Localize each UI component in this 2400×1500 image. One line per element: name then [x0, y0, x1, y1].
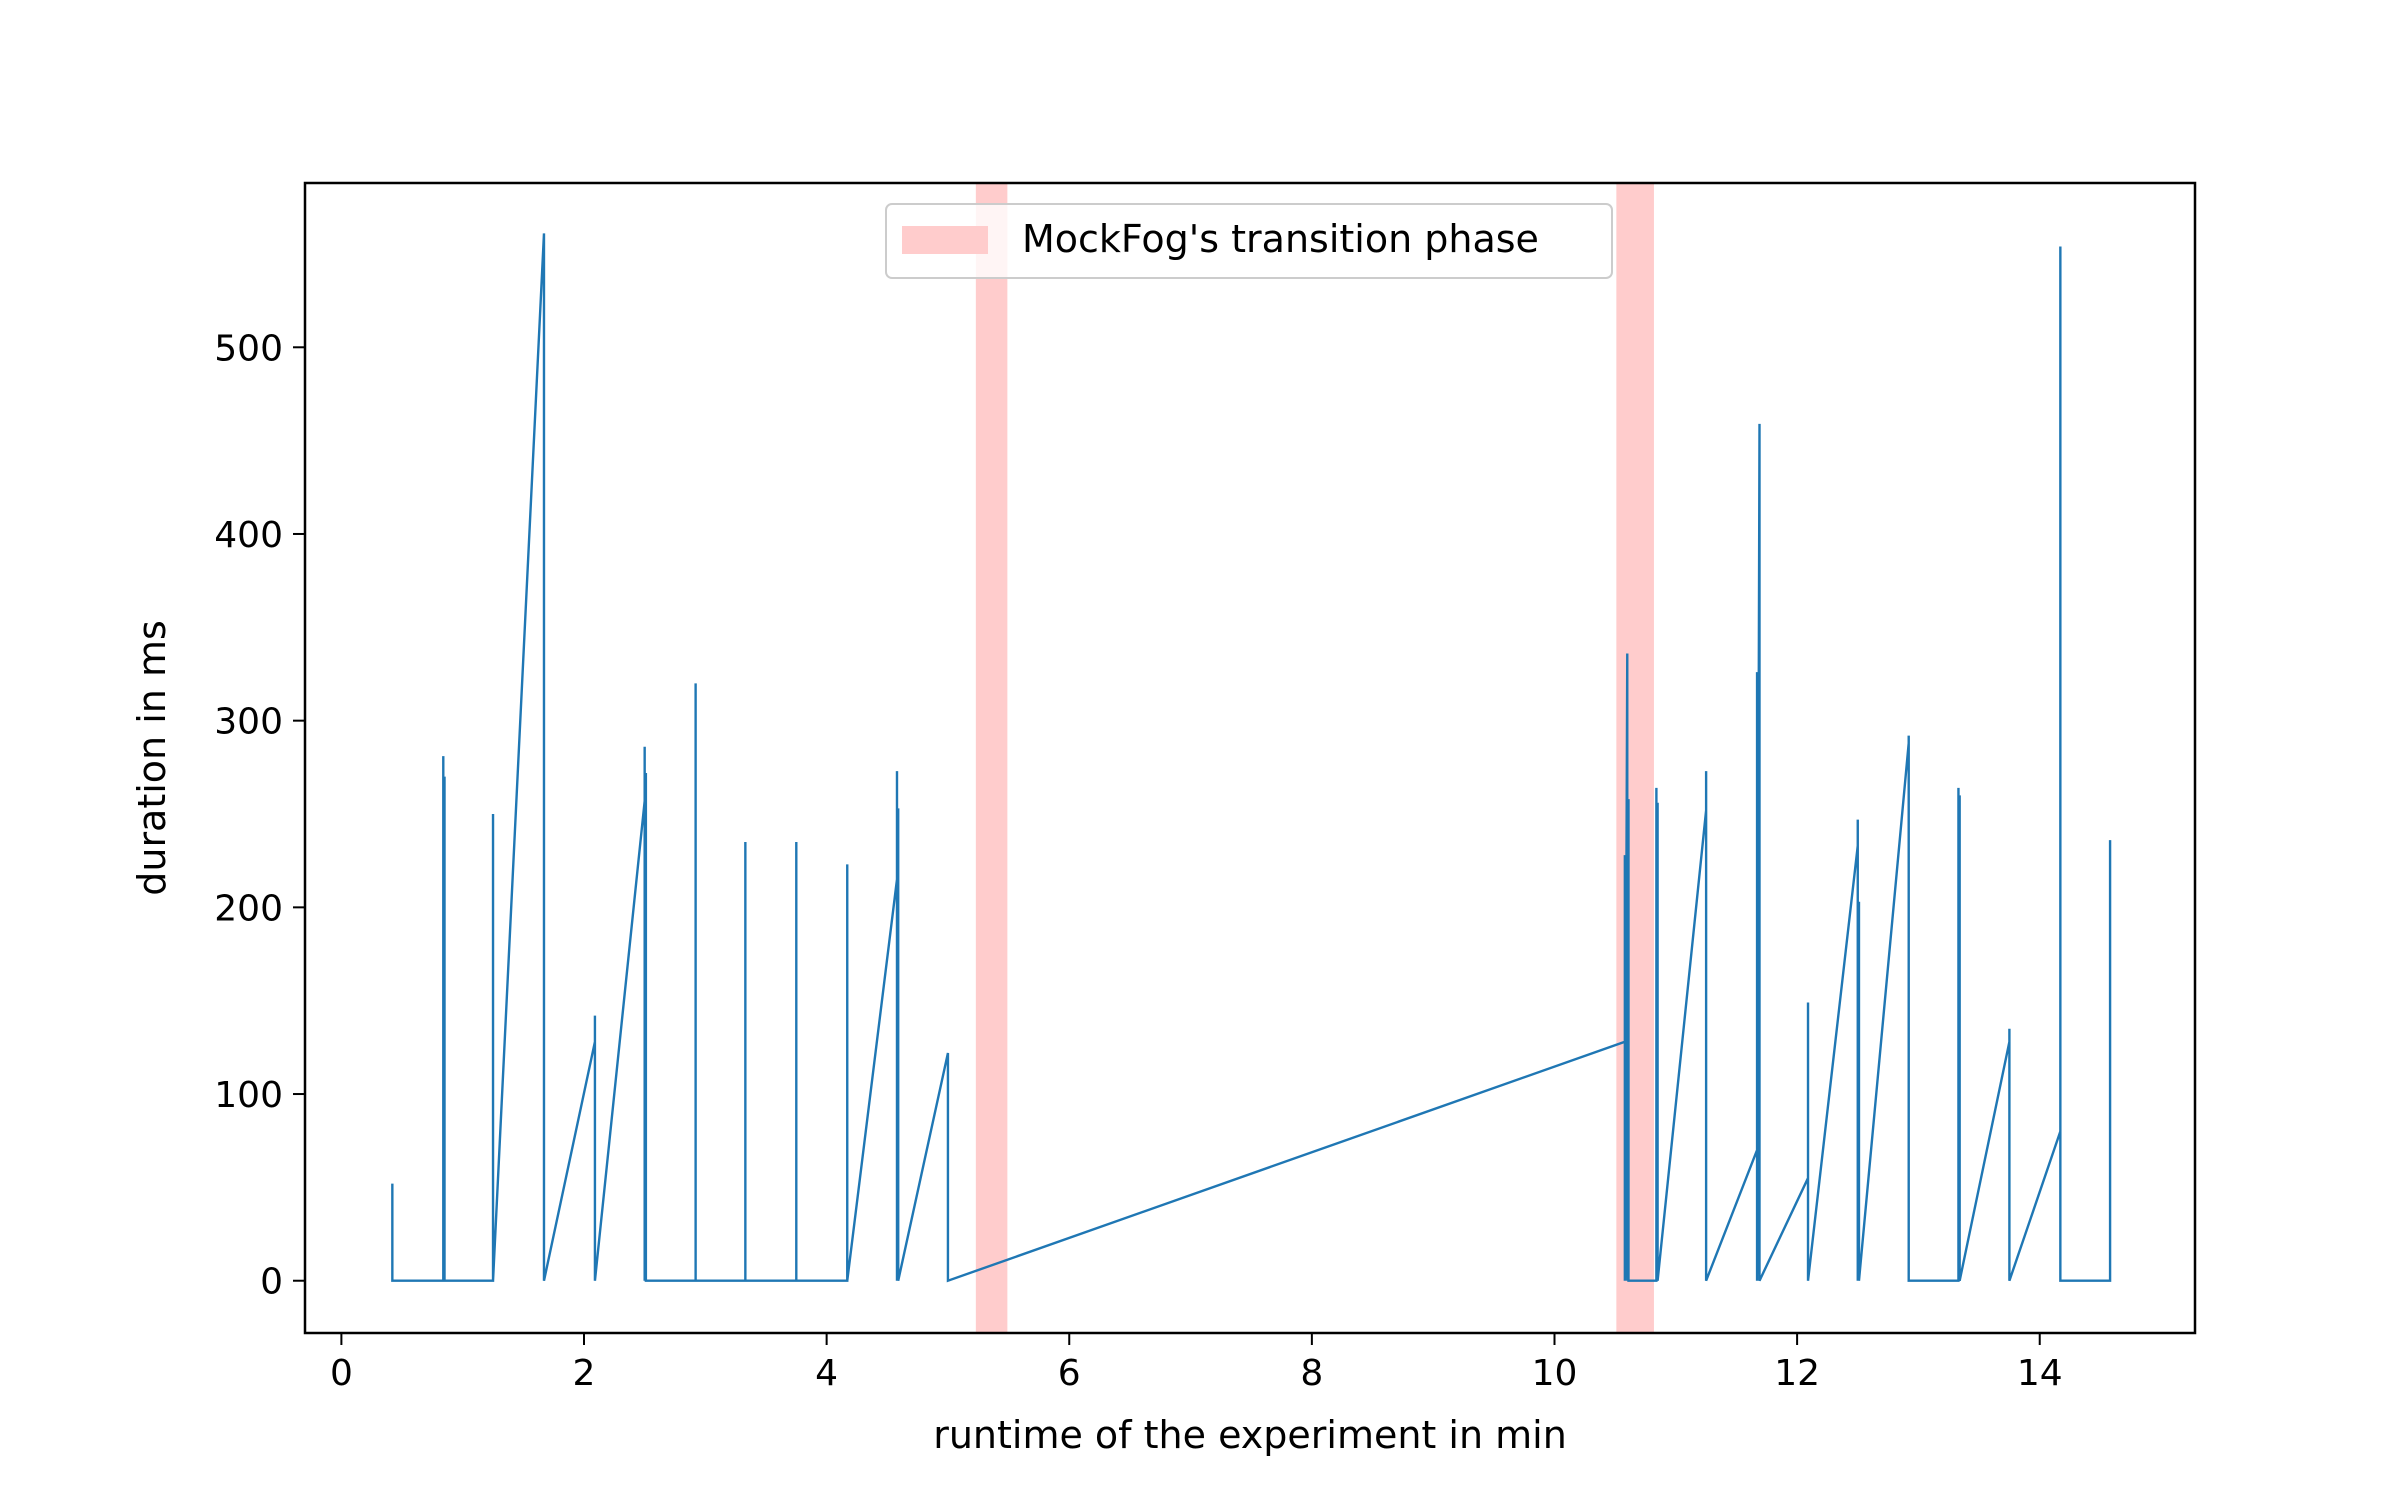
series-line-1 — [391, 233, 2112, 1283]
x-tick-label: 8 — [1300, 1353, 1323, 1394]
x-tick-label: 12 — [1774, 1353, 1820, 1394]
legend-box — [885, 203, 1613, 279]
series-lines — [391, 233, 2112, 1283]
x-tick-label: 0 — [330, 1353, 353, 1394]
y-tick-label: 500 — [214, 328, 283, 369]
x-tick-label: 2 — [573, 1353, 596, 1394]
y-tick-label: 400 — [214, 515, 283, 556]
x-tick-label: 14 — [2017, 1353, 2063, 1394]
x-axis-ticks: 0 2 4 6 8 10 12 14 — [330, 1333, 2063, 1394]
y-tick-label: 300 — [214, 702, 283, 743]
x-axis-label: runtime of the experiment in min — [933, 1413, 1567, 1457]
y-tick-label: 0 — [260, 1262, 283, 1303]
y-axis-label: duration in ms — [130, 620, 174, 896]
y-tick-label: 200 — [214, 888, 283, 929]
transition-phase-band-1 — [975, 183, 1008, 1333]
x-tick-label: 10 — [1532, 1353, 1578, 1394]
legend-label: MockFog's transition phase — [1022, 217, 1539, 261]
legend: MockFog's transition phase — [885, 203, 1613, 279]
x-tick-label: 6 — [1058, 1353, 1081, 1394]
transition-phase-bands — [975, 183, 1654, 1333]
x-tick-label: 4 — [815, 1353, 838, 1394]
legend-swatch — [902, 226, 988, 254]
y-axis-ticks: 0 100 200 300 400 500 — [214, 328, 305, 1303]
plot-frame — [303, 181, 2197, 1335]
y-tick-label: 100 — [214, 1075, 283, 1116]
transition-phase-band-2 — [1616, 183, 1654, 1333]
